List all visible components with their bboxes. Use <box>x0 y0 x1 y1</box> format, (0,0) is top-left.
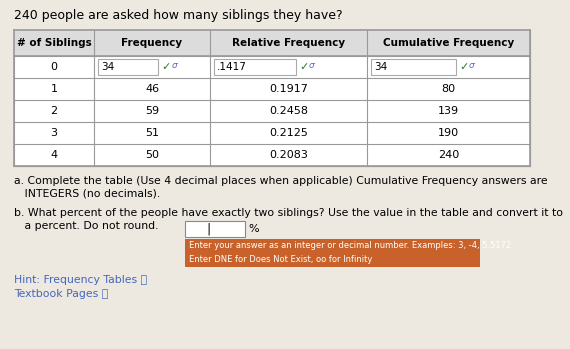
Text: 34: 34 <box>374 62 388 72</box>
Bar <box>372 59 456 75</box>
Text: b. What percent of the people have exactly two siblings? Use the value in the ta: b. What percent of the people have exact… <box>14 208 563 218</box>
Text: 190: 190 <box>438 128 459 138</box>
Text: .1417: .1417 <box>217 62 247 72</box>
Text: 240 people are asked how many siblings they have?: 240 people are asked how many siblings t… <box>14 9 343 22</box>
Text: 0.2125: 0.2125 <box>270 128 308 138</box>
Text: 0.1917: 0.1917 <box>270 84 308 94</box>
Text: Enter your answer as an integer or decimal number. Examples: 3, -4, 5.5172: Enter your answer as an integer or decim… <box>189 242 511 251</box>
Text: 80: 80 <box>442 84 456 94</box>
Text: 51: 51 <box>145 128 159 138</box>
Text: Relative Frequency: Relative Frequency <box>232 38 345 48</box>
Text: 240: 240 <box>438 150 459 160</box>
Text: 34: 34 <box>101 62 114 72</box>
Bar <box>214 59 296 75</box>
Text: 46: 46 <box>145 84 159 94</box>
Text: INTEGERS (no decimals).: INTEGERS (no decimals). <box>14 189 160 199</box>
Text: σ: σ <box>172 61 177 70</box>
Bar <box>185 221 245 237</box>
Text: # of Siblings: # of Siblings <box>17 38 91 48</box>
Text: 4: 4 <box>50 150 58 160</box>
Text: 3: 3 <box>51 128 58 138</box>
Text: 2: 2 <box>50 106 58 116</box>
Text: ✓: ✓ <box>161 62 171 72</box>
Text: Enter DNE for Does Not Exist, oo for Infinity: Enter DNE for Does Not Exist, oo for Inf… <box>189 254 372 263</box>
Text: 50: 50 <box>145 150 159 160</box>
Text: |: | <box>207 223 211 236</box>
Text: ✓: ✓ <box>459 62 469 72</box>
Text: a percent. Do not round.: a percent. Do not round. <box>14 221 158 231</box>
Text: 0.2458: 0.2458 <box>269 106 308 116</box>
Text: σ: σ <box>469 61 475 70</box>
Text: %: % <box>248 224 259 234</box>
Text: σ: σ <box>309 61 315 70</box>
Text: Hint: Frequency Tables ⓘ: Hint: Frequency Tables ⓘ <box>14 275 147 285</box>
Text: ✓: ✓ <box>299 62 308 72</box>
Bar <box>98 59 158 75</box>
Text: a. Complete the table (Use 4 decimal places when applicable) Cumulative Frequenc: a. Complete the table (Use 4 decimal pla… <box>14 176 548 186</box>
Text: Textbook Pages ⓘ: Textbook Pages ⓘ <box>14 289 108 299</box>
Text: 59: 59 <box>145 106 159 116</box>
Bar <box>14 30 530 166</box>
Text: 1: 1 <box>51 84 58 94</box>
Bar <box>185 239 480 267</box>
Text: 0.2083: 0.2083 <box>270 150 308 160</box>
Text: 139: 139 <box>438 106 459 116</box>
Text: Frequency: Frequency <box>121 38 182 48</box>
Text: Cumulative Frequency: Cumulative Frequency <box>383 38 514 48</box>
Text: 0: 0 <box>51 62 58 72</box>
Bar <box>14 30 530 56</box>
